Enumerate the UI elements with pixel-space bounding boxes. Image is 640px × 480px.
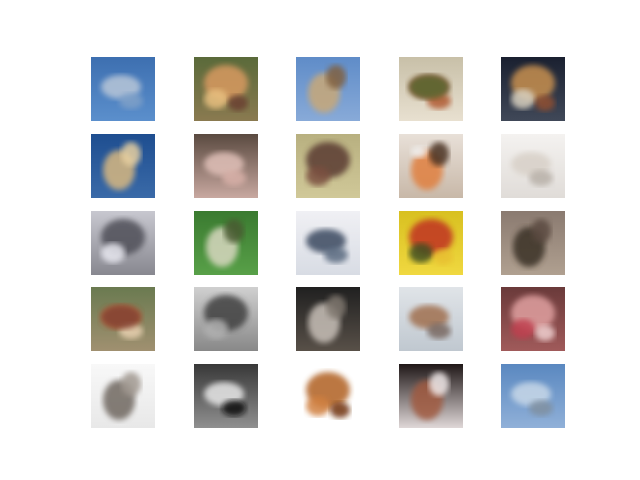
sample-image-4-5 bbox=[501, 287, 565, 351]
sample-image-5-2 bbox=[194, 364, 258, 428]
sample-image-2-2 bbox=[194, 134, 258, 198]
sample-image-5-5 bbox=[501, 364, 565, 428]
sample-image-1-4 bbox=[399, 57, 463, 121]
sample-image-1-3 bbox=[296, 57, 360, 121]
sample-image-4-2 bbox=[194, 287, 258, 351]
sample-image-4-1 bbox=[91, 287, 155, 351]
sample-image-4-3 bbox=[296, 287, 360, 351]
sample-image-4-4 bbox=[399, 287, 463, 351]
sample-image-5-1 bbox=[91, 364, 155, 428]
sample-image-5-3 bbox=[296, 364, 360, 428]
sample-image-3-1 bbox=[91, 211, 155, 275]
sample-image-1-1 bbox=[91, 57, 155, 121]
sample-image-1-2 bbox=[194, 57, 258, 121]
sample-image-1-5 bbox=[501, 57, 565, 121]
sample-image-2-1 bbox=[91, 134, 155, 198]
sample-image-2-5 bbox=[501, 134, 565, 198]
sample-image-3-3 bbox=[296, 211, 360, 275]
sample-image-3-2 bbox=[194, 211, 258, 275]
sample-image-3-4 bbox=[399, 211, 463, 275]
sample-image-3-5 bbox=[501, 211, 565, 275]
sample-image-5-4 bbox=[399, 364, 463, 428]
sample-image-2-3 bbox=[296, 134, 360, 198]
sample-image-2-4 bbox=[399, 134, 463, 198]
